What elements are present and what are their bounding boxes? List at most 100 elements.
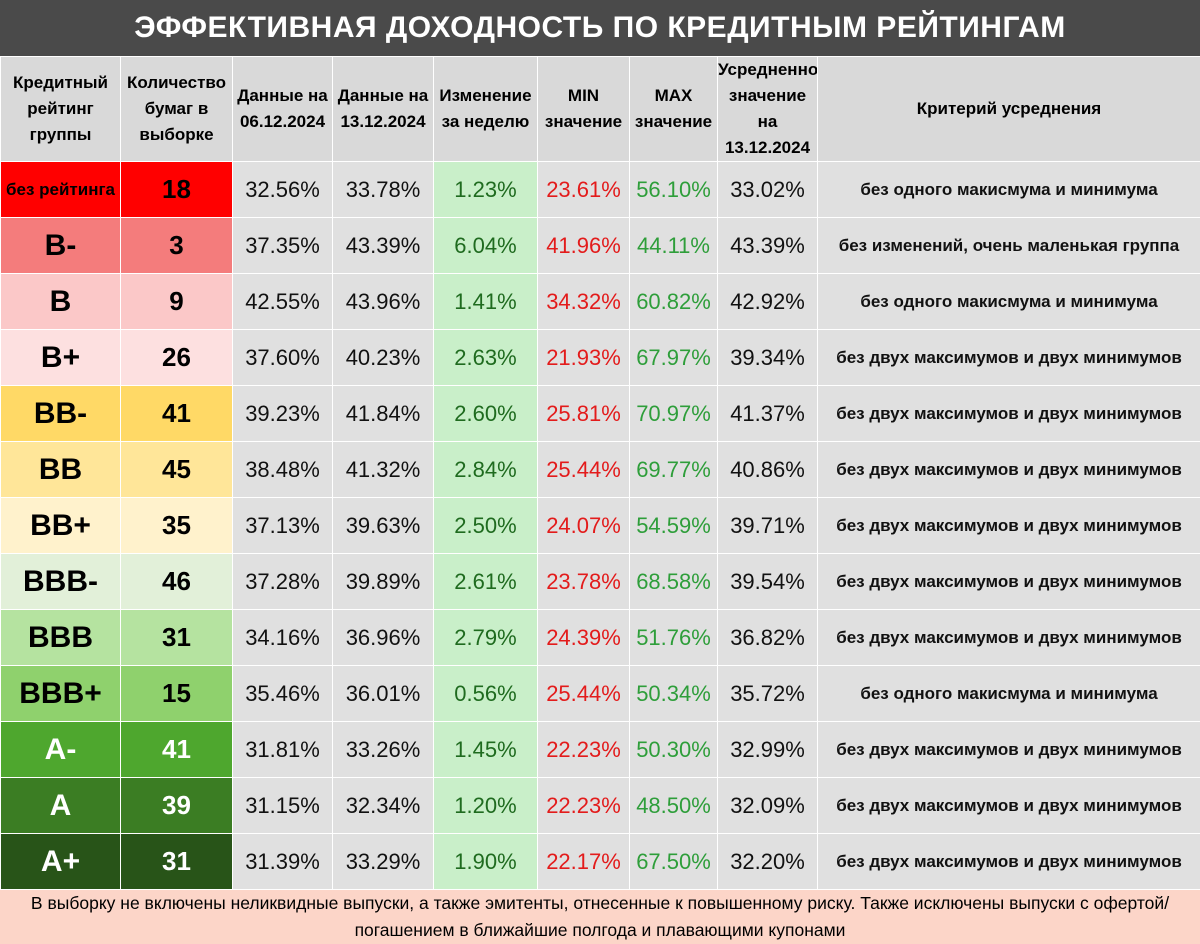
max-cell: 56.10%	[630, 162, 718, 218]
change-cell: 2.79%	[434, 610, 538, 666]
rating-cell: A-	[1, 722, 121, 778]
average-cell: 39.54%	[718, 554, 818, 610]
min-cell: 23.78%	[538, 554, 630, 610]
rating-cell: BB	[1, 442, 121, 498]
data-0612-cell: 37.13%	[233, 498, 333, 554]
max-cell: 67.50%	[630, 834, 718, 890]
data-0612-cell: 35.46%	[233, 666, 333, 722]
data-1312-cell: 43.96%	[333, 274, 434, 330]
page-title: ЭФФЕКТИВНАЯ ДОХОДНОСТЬ ПО КРЕДИТНЫМ РЕЙТ…	[0, 0, 1200, 56]
average-cell: 40.86%	[718, 442, 818, 498]
min-cell: 34.32%	[538, 274, 630, 330]
data-1312-cell: 39.63%	[333, 498, 434, 554]
criterion-cell: без двух максимумов и двух минимумов	[818, 722, 1200, 778]
min-cell: 22.23%	[538, 722, 630, 778]
count-cell: 26	[121, 330, 233, 386]
max-cell: 60.82%	[630, 274, 718, 330]
average-cell: 43.39%	[718, 218, 818, 274]
data-1312-cell: 41.84%	[333, 386, 434, 442]
change-cell: 1.23%	[434, 162, 538, 218]
change-cell: 1.41%	[434, 274, 538, 330]
average-cell: 39.34%	[718, 330, 818, 386]
data-1312-cell: 33.26%	[333, 722, 434, 778]
rating-cell: BBB-	[1, 554, 121, 610]
data-0612-cell: 34.16%	[233, 610, 333, 666]
average-cell: 35.72%	[718, 666, 818, 722]
min-cell: 25.44%	[538, 666, 630, 722]
count-cell: 31	[121, 834, 233, 890]
min-cell: 22.23%	[538, 778, 630, 834]
data-0612-cell: 37.60%	[233, 330, 333, 386]
criterion-cell: без одного макисмума и минимума	[818, 666, 1200, 722]
rating-cell: A+	[1, 834, 121, 890]
criterion-cell: без изменений, очень маленькая группа	[818, 218, 1200, 274]
average-cell: 41.37%	[718, 386, 818, 442]
count-cell: 35	[121, 498, 233, 554]
data-0612-cell: 39.23%	[233, 386, 333, 442]
header-data-1312: Данные на 13.12.2024	[333, 57, 434, 162]
criterion-cell: без двух максимумов и двух минимумов	[818, 834, 1200, 890]
rating-cell: B-	[1, 218, 121, 274]
max-cell: 67.97%	[630, 330, 718, 386]
data-1312-cell: 32.34%	[333, 778, 434, 834]
average-cell: 42.92%	[718, 274, 818, 330]
data-0612-cell: 38.48%	[233, 442, 333, 498]
average-cell: 32.09%	[718, 778, 818, 834]
max-cell: 69.77%	[630, 442, 718, 498]
change-cell: 1.45%	[434, 722, 538, 778]
data-1312-cell: 39.89%	[333, 554, 434, 610]
change-cell: 2.50%	[434, 498, 538, 554]
yield-table: Кредитный рейтинг группы Количество бума…	[0, 56, 1200, 890]
count-cell: 9	[121, 274, 233, 330]
average-cell: 39.71%	[718, 498, 818, 554]
max-cell: 50.30%	[630, 722, 718, 778]
count-cell: 41	[121, 386, 233, 442]
change-cell: 0.56%	[434, 666, 538, 722]
change-cell: 1.90%	[434, 834, 538, 890]
count-cell: 18	[121, 162, 233, 218]
data-0612-cell: 42.55%	[233, 274, 333, 330]
data-0612-cell: 32.56%	[233, 162, 333, 218]
min-cell: 24.39%	[538, 610, 630, 666]
min-cell: 22.17%	[538, 834, 630, 890]
count-cell: 41	[121, 722, 233, 778]
rating-cell: BBB+	[1, 666, 121, 722]
criterion-cell: без двух максимумов и двух минимумов	[818, 554, 1200, 610]
count-cell: 15	[121, 666, 233, 722]
count-cell: 45	[121, 442, 233, 498]
header-change: Изменение за неделю	[434, 57, 538, 162]
max-cell: 70.97%	[630, 386, 718, 442]
criterion-cell: без двух максимумов и двух минимумов	[818, 330, 1200, 386]
criterion-cell: без двух максимумов и двух минимумов	[818, 778, 1200, 834]
data-1312-cell: 40.23%	[333, 330, 434, 386]
data-1312-cell: 36.01%	[333, 666, 434, 722]
data-1312-cell: 36.96%	[333, 610, 434, 666]
header-criterion: Критерий усреднения	[818, 57, 1200, 162]
max-cell: 68.58%	[630, 554, 718, 610]
count-cell: 3	[121, 218, 233, 274]
rating-cell: B+	[1, 330, 121, 386]
header-average: Усредненное значение на 13.12.2024	[718, 57, 818, 162]
rating-cell: BB-	[1, 386, 121, 442]
min-cell: 41.96%	[538, 218, 630, 274]
data-1312-cell: 41.32%	[333, 442, 434, 498]
count-cell: 31	[121, 610, 233, 666]
min-cell: 21.93%	[538, 330, 630, 386]
header-max: MAX значение	[630, 57, 718, 162]
min-cell: 25.81%	[538, 386, 630, 442]
max-cell: 44.11%	[630, 218, 718, 274]
rating-cell: A	[1, 778, 121, 834]
